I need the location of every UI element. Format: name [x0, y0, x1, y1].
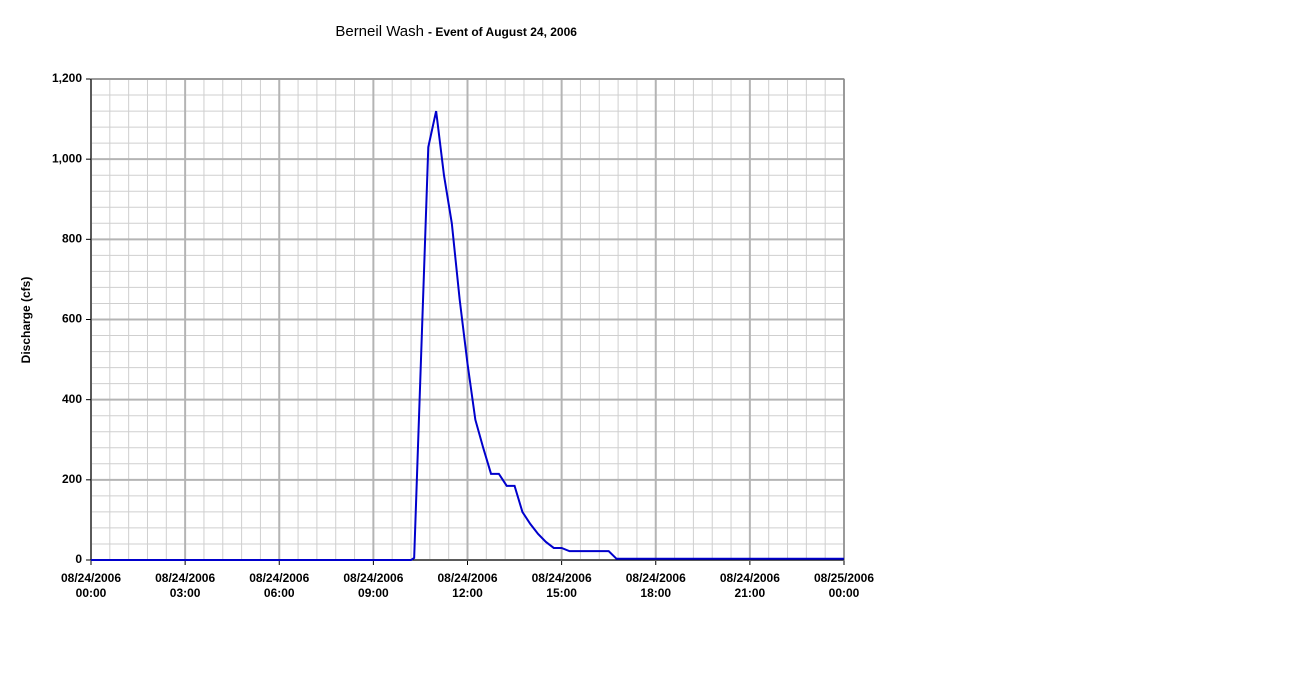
x-tick-label: 08/24/2006 06:00	[249, 571, 310, 600]
x-tick-label: 08/24/2006 09:00	[343, 571, 404, 600]
x-tick-label: 08/24/2006 12:00	[437, 571, 498, 600]
y-tick-label: 600	[62, 312, 82, 326]
chart-subtitle: - Event of August 24, 2006	[428, 25, 577, 39]
chart-title: Berneil Wash	[335, 23, 424, 40]
x-tick-label: 08/24/2006 03:00	[155, 571, 216, 600]
y-tick-label: 400	[62, 392, 82, 406]
x-tick-label: 08/25/2006 00:00	[813, 571, 875, 600]
x-tick-label: 08/24/2006 15:00	[531, 571, 592, 600]
y-tick-label: 0	[75, 552, 82, 566]
y-tick-label: 800	[62, 232, 82, 246]
data-line	[91, 110, 844, 561]
y-tick-label: 200	[62, 472, 82, 486]
x-tick-label: 08/24/2006 18:00	[625, 571, 686, 600]
x-tick-label: 08/24/2006 00:00	[60, 571, 122, 600]
x-tick-label: 08/24/2006 21:00	[719, 571, 780, 600]
y-axis-label: Discharge (cfs)	[19, 277, 33, 364]
y-tick-label: 1,200	[52, 71, 82, 85]
y-tick-label: 1,000	[52, 151, 82, 165]
